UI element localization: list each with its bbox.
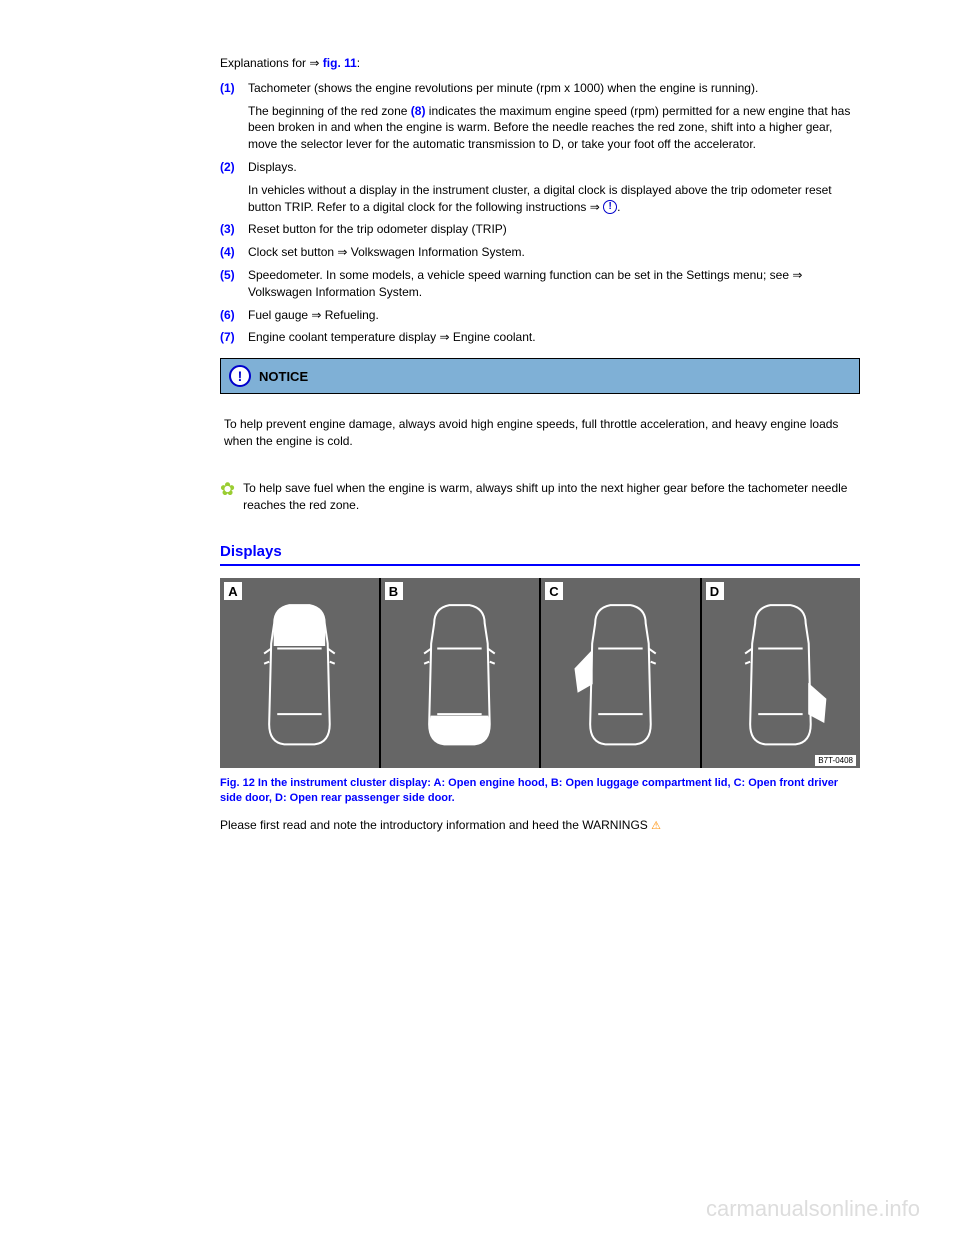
notice-inline-icon: ! [603, 200, 617, 214]
item-number [220, 103, 248, 153]
item-number: (5) [220, 267, 248, 301]
item-text: The beginning of the red zone (8) indica… [248, 103, 860, 153]
item-number: (3) [220, 221, 248, 238]
list-item: (7) Engine coolant temperature display ⇒… [220, 329, 860, 346]
list-item: (6) Fuel gauge ⇒ Refueling. [220, 307, 860, 324]
intro-suffix: : [357, 56, 360, 70]
car-front-door-open-icon [561, 593, 680, 755]
list-item: In vehicles without a display in the ins… [220, 182, 860, 216]
list-item: (4) Clock set button ⇒ Volkswagen Inform… [220, 244, 860, 261]
car-hood-open-icon [240, 593, 359, 755]
notice-label: NOTICE [259, 369, 308, 384]
warning-triangle-icon: ⚠ [651, 820, 661, 832]
list-item: (5) Speedometer. In some models, a vehic… [220, 267, 860, 301]
item-text: In vehicles without a display in the ins… [248, 182, 860, 216]
tip-text: To help save fuel when the engine is war… [243, 480, 860, 514]
figure-panel: A [220, 578, 379, 768]
intro-prefix: Explanations for ⇒ [220, 56, 323, 70]
item-text: Reset button for the trip odometer displ… [248, 221, 860, 238]
list-item: The beginning of the red zone (8) indica… [220, 103, 860, 153]
car-trunk-open-icon [400, 593, 519, 755]
item-text: Fuel gauge ⇒ Refueling. [248, 307, 860, 324]
car-rear-door-open-icon [721, 593, 840, 755]
item-list: (1) Tachometer (shows the engine revolut… [220, 80, 860, 346]
item-text: Displays. [248, 159, 860, 176]
panel-label: C [545, 582, 563, 600]
panel-label: D [706, 582, 724, 600]
item-number: (4) [220, 244, 248, 261]
sub-number: (8) [411, 104, 426, 118]
figure-caption: Fig. 12 In the instrument cluster displa… [220, 776, 860, 805]
item-text: Engine coolant temperature display ⇒ Eng… [248, 329, 860, 346]
fig-ref: fig. 11 [323, 56, 357, 70]
item-number: (2) [220, 159, 248, 176]
item-text: Clock set button ⇒ Volkswagen Informatio… [248, 244, 860, 261]
tip-row: ✿ To help save fuel when the engine is w… [220, 480, 860, 514]
list-item: (2) Displays. [220, 159, 860, 176]
list-item: (3) Reset button for the trip odometer d… [220, 221, 860, 238]
section-title: Displays [220, 543, 860, 566]
item-text: Tachometer (shows the engine revolutions… [248, 80, 860, 97]
item-number: (6) [220, 307, 248, 324]
intro-line: Explanations for ⇒ fig. 11: [220, 55, 860, 72]
notice-box: ! NOTICE [220, 358, 860, 394]
panel-label: A [224, 582, 242, 600]
item-number [220, 182, 248, 216]
watermark: carmanualsonline.info [706, 1196, 920, 1222]
notice-header: ! NOTICE [221, 359, 859, 393]
figure-grid: A B [220, 578, 860, 768]
figure-panel: D B7T-0408 [702, 578, 861, 768]
flower-icon: ✿ [220, 480, 235, 498]
notice-body: To help prevent engine damage, always av… [220, 406, 860, 460]
list-item: (1) Tachometer (shows the engine revolut… [220, 80, 860, 97]
post-figure-text: Please first read and note the introduct… [220, 817, 860, 834]
item-number: (1) [220, 80, 248, 97]
figure-panel: B [381, 578, 540, 768]
item-number: (7) [220, 329, 248, 346]
item-text: Speedometer. In some models, a vehicle s… [248, 267, 860, 301]
panel-label: B [385, 582, 403, 600]
notice-icon: ! [229, 365, 251, 387]
figure-panel: C [541, 578, 700, 768]
figure-container: A B [220, 578, 860, 768]
figure-code: B7T-0408 [815, 755, 856, 766]
